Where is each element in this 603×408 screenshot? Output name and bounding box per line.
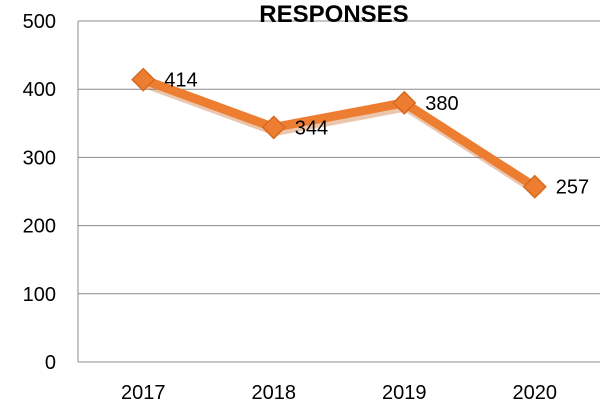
x-tick-label: 2017 bbox=[121, 382, 166, 404]
axes bbox=[77, 21, 600, 363]
data-point-marker bbox=[131, 67, 156, 92]
y-tick-label: 300 bbox=[23, 147, 56, 169]
labels-layer: 0 100 200 300 400 500 2017 2018 2019 2020 414 344 38… bbox=[23, 11, 590, 404]
series-layer bbox=[131, 67, 547, 199]
y-tick-label: 200 bbox=[23, 216, 56, 238]
data-point-marker bbox=[392, 90, 417, 115]
y-tick-label: 0 bbox=[45, 352, 56, 374]
y-tick-label: 100 bbox=[23, 284, 56, 306]
gridlines bbox=[78, 20, 600, 295]
series-line bbox=[138, 75, 540, 192]
data-label: 257 bbox=[556, 177, 589, 199]
data-point-marker bbox=[522, 174, 547, 199]
chart-title: RESPONSES bbox=[259, 1, 408, 28]
x-tick-label: 2018 bbox=[252, 382, 297, 404]
data-label: 414 bbox=[164, 70, 197, 92]
y-tick-label: 500 bbox=[23, 11, 56, 33]
x-tick-label: 2019 bbox=[382, 382, 427, 404]
data-label: 380 bbox=[425, 93, 458, 115]
data-point-marker bbox=[261, 115, 286, 140]
y-tick-label: 400 bbox=[23, 79, 56, 101]
data-label: 344 bbox=[295, 117, 328, 139]
x-tick-label: 2020 bbox=[513, 382, 558, 404]
